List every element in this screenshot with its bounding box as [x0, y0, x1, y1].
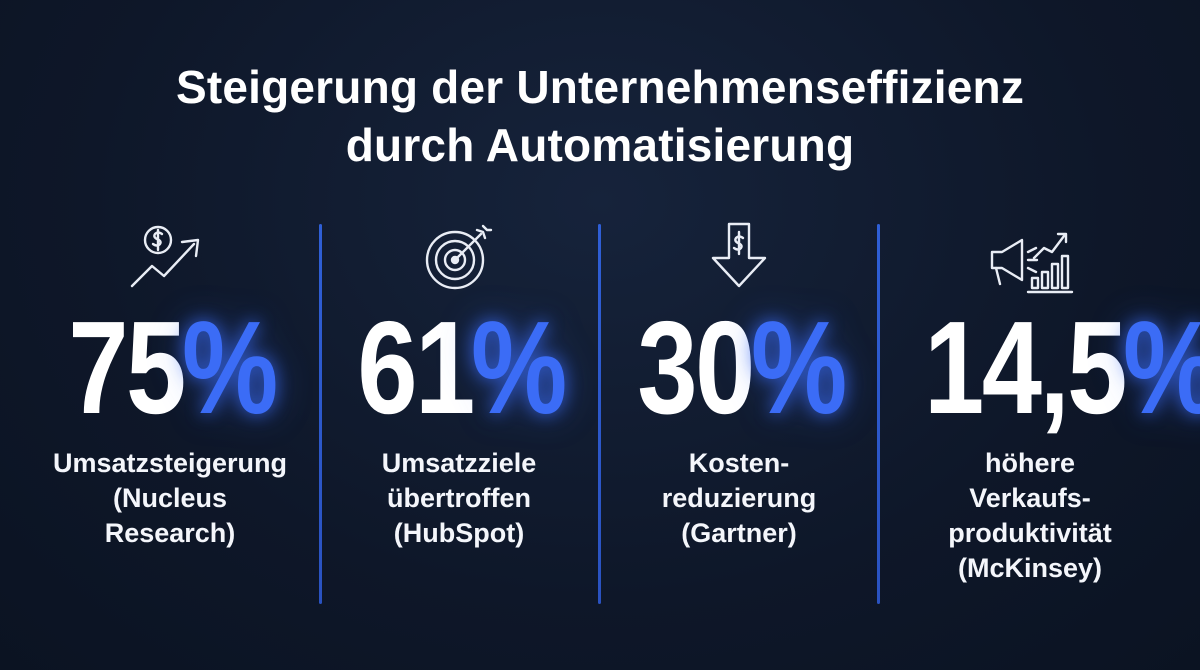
page-title: Steigerung der Unternehmenseffizienz dur…: [0, 58, 1200, 174]
stat-label: Umsatzsteigerung (Nucleus Research): [20, 446, 320, 551]
stat-label-line: höhere: [984, 448, 1076, 478]
stat-card-sales-productivity: 14,5% höhere Verkaufs- produktivität (Mc…: [880, 218, 1200, 618]
title-line-2: durch Automatisierung: [345, 119, 855, 171]
stat-label-line: (McKinsey): [957, 553, 1103, 583]
title-line-1: Steigerung der Unternehmenseffizienz: [175, 61, 1025, 113]
stat-label-line: Umsatzsteigerung: [52, 448, 288, 478]
stat-number: 14,5: [924, 294, 1127, 441]
column-divider: [319, 224, 322, 604]
dollar-growth-arrow-icon: [122, 218, 218, 298]
stat-label: höhere Verkaufs- produktivität (McKinsey…: [880, 446, 1180, 586]
stat-label-line: Umsatzziele: [381, 448, 537, 478]
percent-sign: %: [182, 294, 278, 441]
stat-label-line: Verkaufs-: [969, 483, 1091, 513]
stat-label-line: produktivität: [948, 518, 1112, 548]
percent-sign: %: [1123, 298, 1200, 438]
stat-label: Kosten- reduzierung (Gartner): [600, 446, 878, 551]
stat-card-cost-reduction: 30% Kosten- reduzierung (Gartner): [600, 218, 878, 618]
stat-label: Umsatzziele übertroffen (HubSpot): [320, 446, 598, 551]
stat-label-line: Kosten-: [688, 448, 790, 478]
column-divider: [877, 224, 880, 604]
stat-card-revenue-growth: 75% Umsatzsteigerung (Nucleus Research): [20, 218, 320, 618]
stat-number: 61: [357, 294, 476, 441]
stat-card-sales-targets: 61% Umsatzziele übertroffen (HubSpot): [320, 218, 598, 618]
stat-label-line: (Nucleus: [112, 483, 228, 513]
column-divider: [598, 224, 601, 604]
target-arrow-icon: [411, 218, 507, 298]
megaphone-chart-icon: [982, 218, 1078, 298]
stat-label-line: (Gartner): [681, 518, 797, 548]
percent-sign: %: [471, 294, 567, 441]
stat-value: 61%: [320, 298, 598, 438]
percent-sign: %: [751, 294, 847, 441]
stat-number: 30: [637, 294, 756, 441]
stat-value: 14,5%: [880, 294, 1200, 441]
stat-label-line: Research): [104, 518, 236, 548]
stat-label-line: reduzierung: [661, 483, 817, 513]
stat-value: 30%: [600, 298, 878, 438]
dollar-down-arrow-icon: [691, 218, 787, 298]
stat-label-line: übertroffen: [387, 483, 531, 513]
stat-label-line: (HubSpot): [393, 518, 525, 548]
stat-value: 75%: [20, 298, 320, 438]
stat-number: 75: [68, 294, 187, 441]
